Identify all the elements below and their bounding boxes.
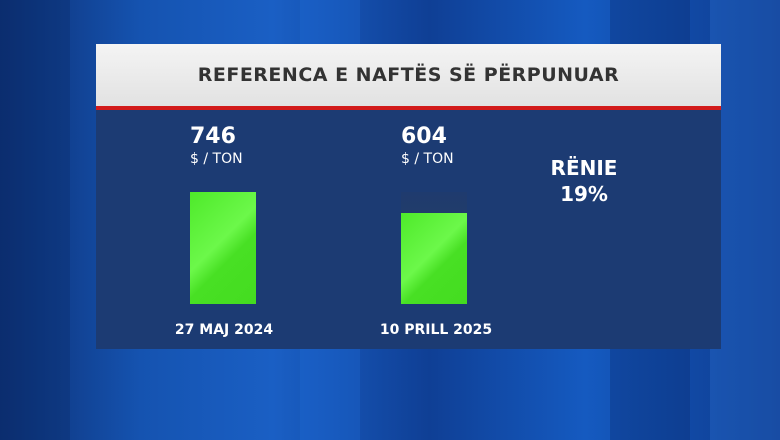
bar-value-label-1: 746 [190,124,236,149]
bar-10-prill-2025 [401,213,467,304]
drop-percent: 19% [560,182,608,206]
accent-line [96,106,721,110]
bar-27-maj-2024 [190,192,256,304]
drop-label: RËNIE [550,156,618,180]
chart-card: REFERENCA E NAFTËS SË PËRPUNUAR 746 $ / … [96,44,721,349]
bar-value-label-2: 604 [401,124,447,149]
bar-unit-label-2: $ / TON [401,151,454,167]
chart-header: REFERENCA E NAFTËS SË PËRPUNUAR [96,44,721,106]
x-tick-label-2: 10 PRILL 2025 [379,322,493,338]
chart-title: REFERENCA E NAFTËS SË PËRPUNUAR [197,64,620,86]
x-tick-label-1: 27 MAJ 2024 [174,322,274,338]
background-stripe [0,0,70,440]
background-stripe [710,0,780,440]
bar-unit-label-1: $ / TON [190,151,243,167]
chart-panel: 746 $ / TON 27 MAJ 2024 604 $ / TON 10 P… [96,110,721,349]
